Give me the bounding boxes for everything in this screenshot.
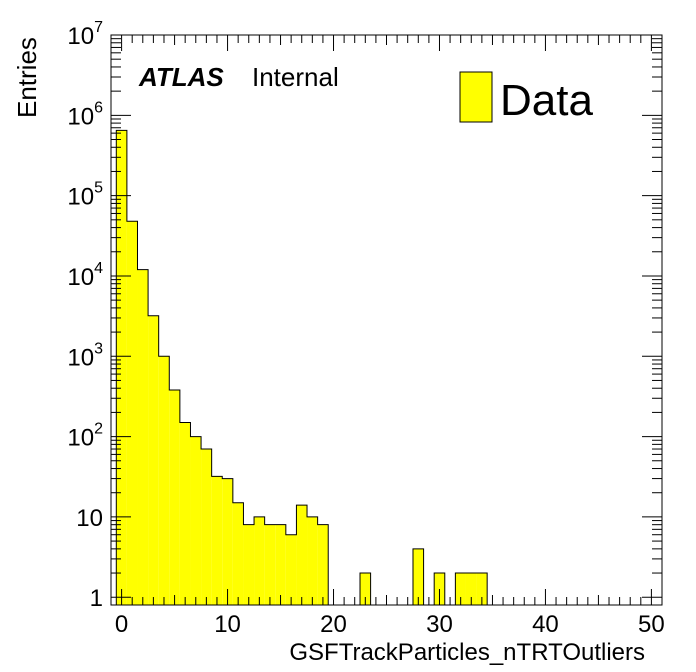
atlas-label: ATLAS [138, 62, 224, 92]
y-tick-label: 107 [67, 19, 103, 50]
histogram-bar [275, 524, 286, 605]
histogram-bar [158, 356, 170, 605]
histogram-bar [243, 524, 255, 605]
histogram-bar [169, 390, 180, 605]
histogram-bar [232, 502, 244, 605]
y-axis-ticks: 1 10 102 103 104 105 106 107 [67, 19, 662, 612]
x-tick-label: 10 [214, 611, 241, 638]
x-tick-label: 20 [320, 611, 347, 638]
histogram-bar [412, 548, 424, 605]
histogram-bar [179, 422, 191, 605]
x-tick-label: 50 [638, 611, 665, 638]
histogram-bar [116, 130, 127, 605]
histogram-outline [115, 129, 488, 606]
histogram-bar [254, 516, 265, 605]
histogram-bar [307, 516, 318, 605]
y-tick-label: 1 [90, 585, 103, 612]
histogram-bar [190, 436, 202, 605]
y-tick-label: 10 [76, 505, 103, 532]
histogram-bar [317, 524, 329, 605]
histogram-bar [126, 221, 138, 605]
y-tick-label: 104 [67, 260, 103, 291]
histogram-bar [201, 449, 212, 605]
histogram-bar [360, 573, 371, 605]
histogram-bar [137, 269, 149, 605]
histogram-bar [296, 505, 308, 605]
y-axis-label: Entries [12, 37, 42, 118]
x-axis-label: GSFTrackParticles_nTRTOutliers [289, 639, 645, 666]
x-axis-ticks: 0 10 20 30 40 50 [110, 35, 665, 638]
histogram-bar [476, 573, 488, 605]
legend-swatch [459, 71, 493, 123]
histogram-bar [455, 573, 466, 605]
legend: Data [459, 71, 593, 125]
x-tick-label: 0 [115, 611, 128, 638]
x-tick-label: 40 [532, 611, 559, 638]
x-tick-label: 30 [426, 611, 453, 638]
histogram-bar [148, 315, 159, 605]
y-tick-label: 103 [67, 340, 103, 371]
histogram-bar [465, 573, 477, 605]
histogram-bar [211, 476, 223, 605]
histogram-bar [285, 534, 297, 605]
y-tick-label: 106 [67, 99, 103, 130]
legend-label: Data [500, 76, 593, 125]
y-tick-label: 102 [67, 421, 103, 452]
internal-label: Internal [252, 62, 339, 92]
histogram-bar [264, 524, 276, 605]
y-tick-label: 105 [67, 180, 103, 211]
histogram-bars [116, 130, 488, 605]
histogram-bar [222, 478, 233, 605]
